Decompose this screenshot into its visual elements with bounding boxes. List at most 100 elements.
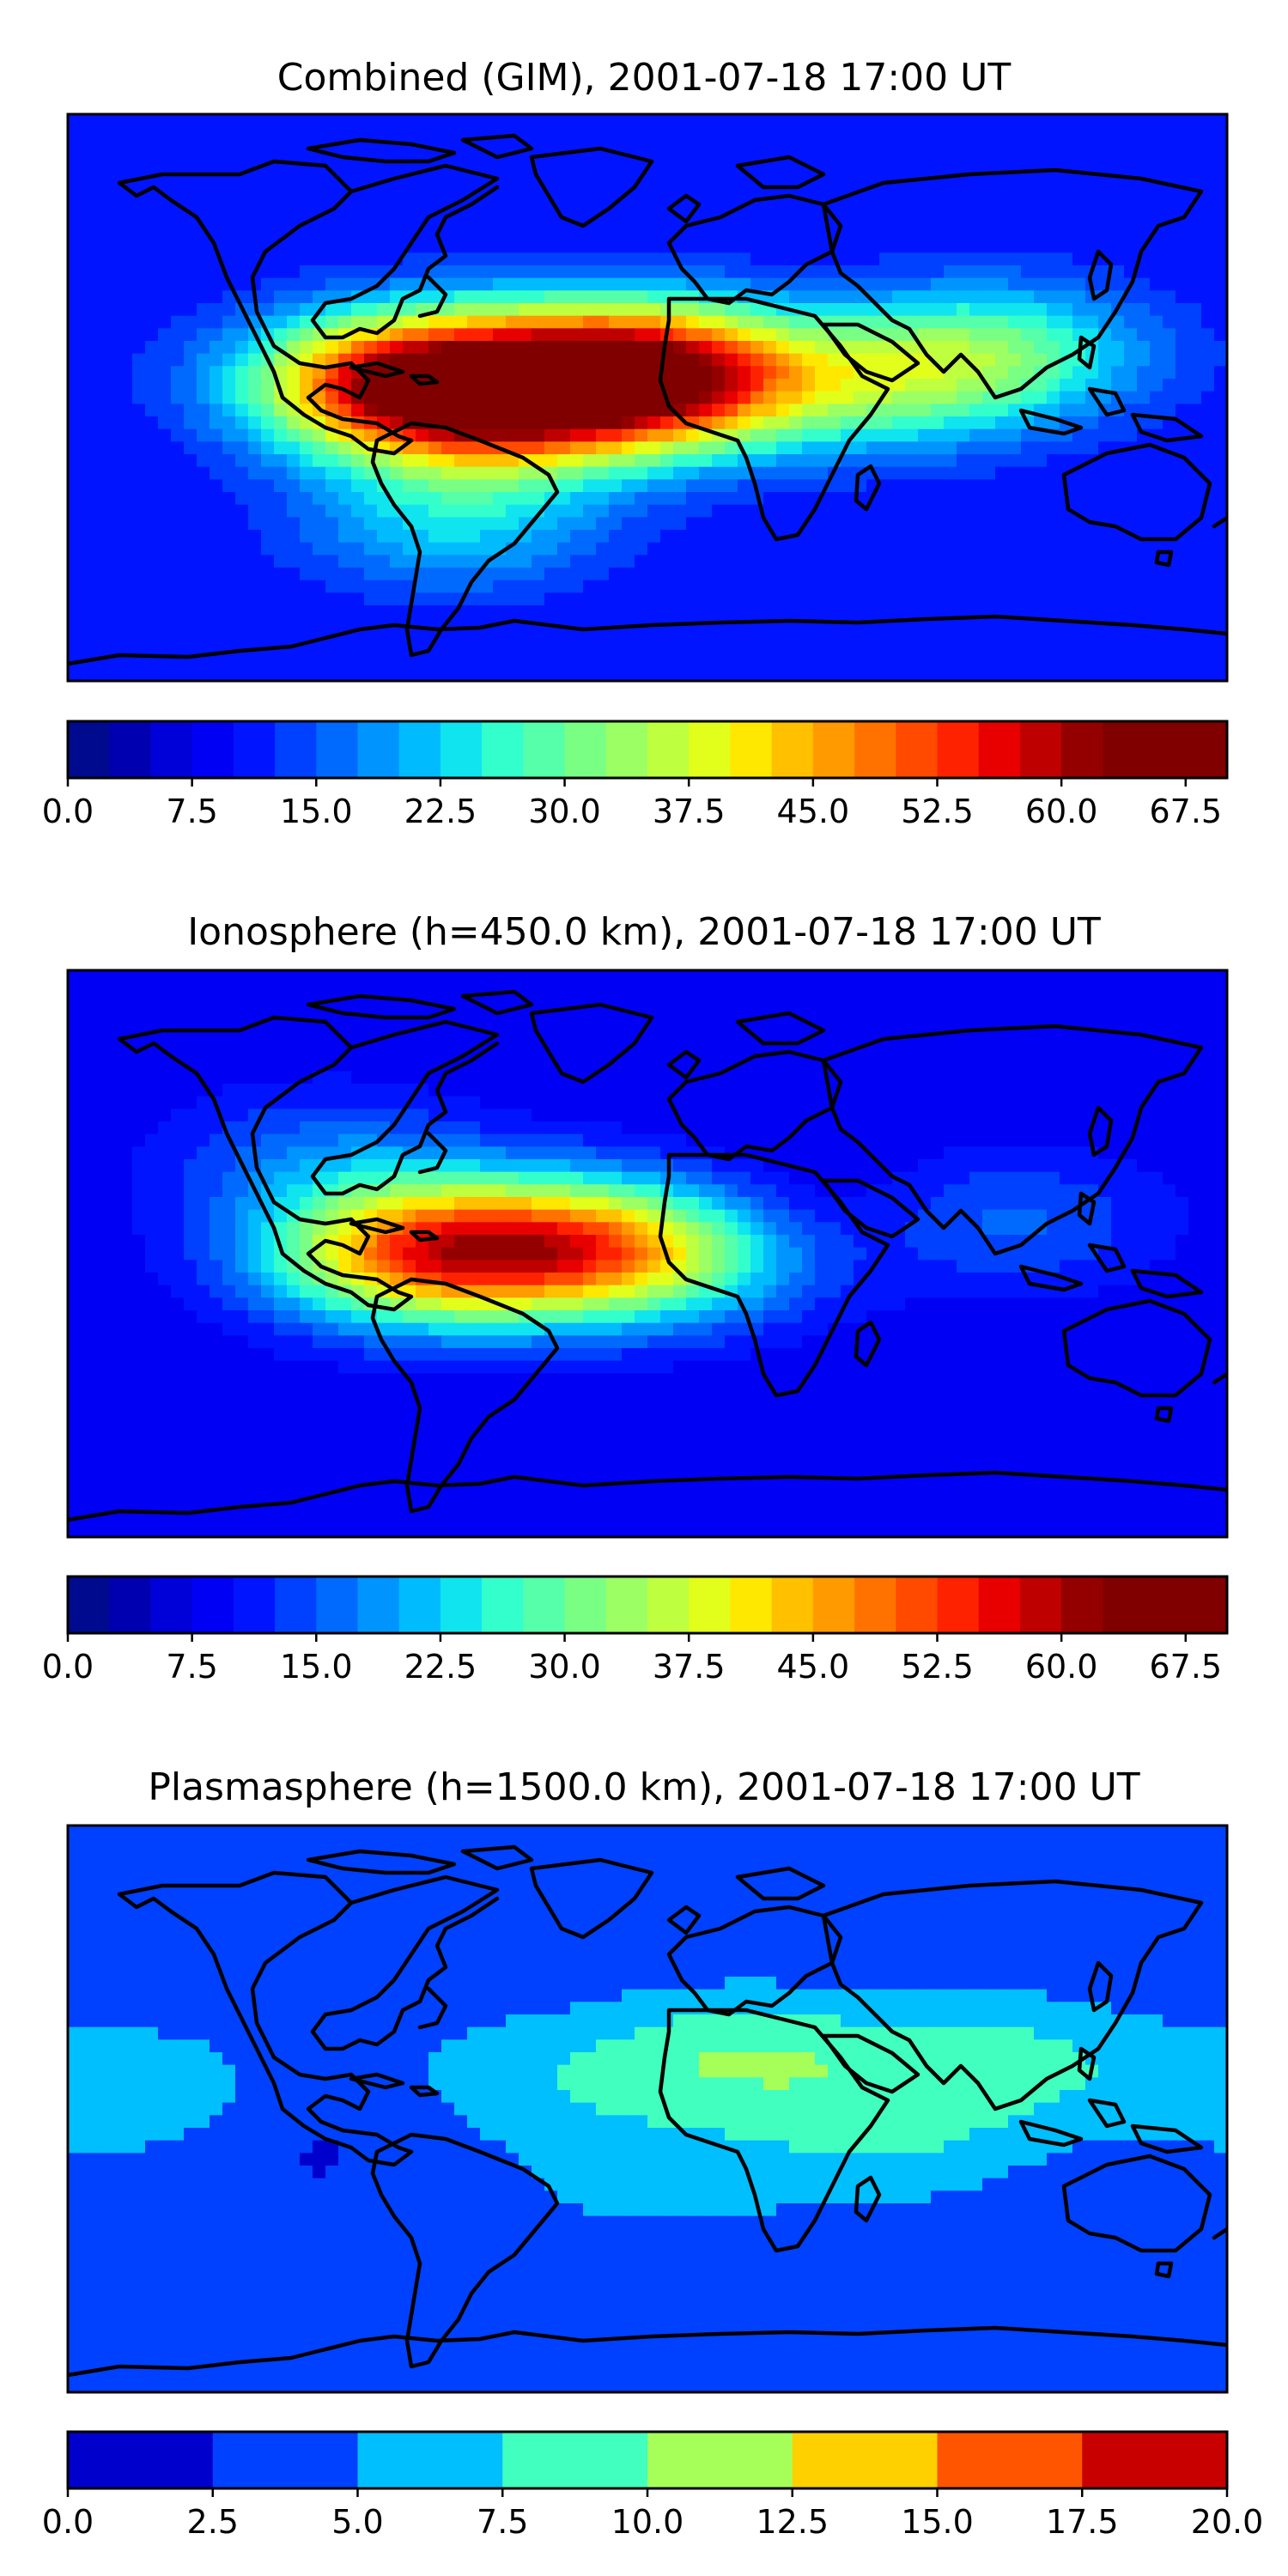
field-cell (197, 454, 210, 468)
field-cell (403, 466, 416, 480)
field-cell (145, 492, 159, 506)
field-cell (338, 303, 352, 317)
field-cell (1060, 1071, 1073, 1084)
field-cell (1008, 568, 1022, 581)
field-cell (1060, 126, 1073, 140)
field-cell (428, 1071, 442, 1084)
field-cell (699, 1008, 713, 1022)
field-cell (325, 1046, 339, 1060)
field-cell (171, 152, 185, 166)
field-cell (635, 404, 648, 417)
field-cell (390, 1020, 404, 1034)
field-cell (660, 970, 674, 984)
field-cell (738, 391, 751, 404)
field-cell (184, 215, 197, 228)
field-cell (982, 353, 996, 367)
field-cell (957, 617, 970, 631)
field-cell (544, 215, 558, 228)
field-cell (622, 215, 635, 228)
field-cell (1137, 126, 1151, 140)
field-cell (519, 277, 532, 291)
field-cell (1214, 1058, 1227, 1072)
field-cell (957, 530, 970, 544)
field-cell (982, 1084, 996, 1097)
field-cell (171, 542, 185, 556)
field-cell (596, 164, 610, 178)
field-cell (454, 982, 468, 996)
field-cell (454, 126, 468, 140)
field-cell (982, 592, 996, 606)
field-cell (480, 592, 494, 606)
field-cell (403, 568, 416, 581)
field-cell (583, 454, 597, 468)
field-cell (184, 970, 197, 984)
field-cell (1214, 252, 1227, 266)
field-cell (544, 580, 558, 593)
field-cell (1072, 1071, 1086, 1084)
field-cell (1111, 605, 1125, 619)
field-cell (944, 580, 957, 593)
field-cell (519, 982, 532, 996)
field-cell (1111, 353, 1125, 367)
field-cell (1021, 240, 1035, 253)
field-cell (712, 190, 726, 204)
field-cell (197, 441, 210, 455)
field-cell (609, 542, 623, 556)
field-cell (1085, 1058, 1099, 1072)
field-cell (222, 139, 236, 153)
field-cell (622, 353, 635, 367)
field-cell (441, 353, 455, 367)
field-cell (944, 240, 957, 253)
field-cell (570, 970, 584, 984)
field-cell (789, 441, 803, 455)
field-cell (300, 328, 313, 342)
field-cell (158, 995, 172, 1009)
field-cell (802, 290, 816, 304)
field-cell (248, 555, 262, 568)
field-cell (222, 630, 236, 644)
field-cell (235, 428, 249, 442)
field-cell (1124, 643, 1138, 657)
field-cell (132, 366, 146, 380)
field-cell (1034, 1008, 1048, 1022)
field-cell (918, 542, 932, 556)
field-cell (544, 164, 558, 178)
field-cell (403, 555, 416, 568)
field-cell (119, 202, 133, 216)
field-cell (364, 190, 378, 204)
field-cell (68, 479, 82, 493)
field-cell (222, 568, 236, 581)
field-cell (635, 1046, 648, 1060)
field-cell (68, 315, 82, 329)
field-cell (583, 466, 597, 480)
field-cell (145, 353, 159, 367)
field-cell (918, 303, 932, 317)
field-cell (287, 139, 301, 153)
field-cell (609, 605, 623, 619)
field-cell (132, 454, 146, 468)
field-cell (132, 126, 146, 140)
field-cell (776, 643, 790, 657)
field-cell (235, 228, 249, 241)
field-cell (763, 995, 777, 1009)
field-cell (622, 630, 635, 644)
field-cell (995, 530, 1009, 544)
field-cell (776, 341, 790, 355)
field-cell (596, 240, 610, 253)
field-cell (1060, 240, 1073, 253)
field-cell (712, 328, 726, 342)
field-cell (854, 139, 867, 153)
field-cell (982, 643, 996, 657)
field-cell (467, 970, 481, 984)
field-cell (982, 555, 996, 568)
field-cell (892, 479, 906, 493)
field-cell (1060, 454, 1073, 468)
field-cell (1176, 592, 1189, 606)
field-cell (712, 366, 726, 380)
field-cell (647, 202, 661, 216)
field-cell (454, 416, 468, 430)
field-cell (995, 252, 1009, 266)
field-cell (982, 215, 996, 228)
colorbar-bin (482, 721, 524, 778)
field-cell (145, 152, 159, 166)
